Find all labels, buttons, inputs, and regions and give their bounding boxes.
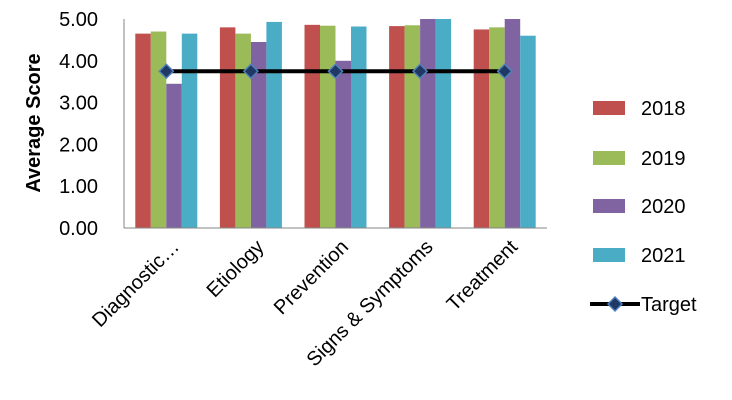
- bar-2021-4: [520, 35, 536, 228]
- bar-2020-2: [335, 60, 351, 228]
- legend-label: 2020: [641, 196, 686, 218]
- legend-label: 2019: [641, 148, 686, 170]
- bar-2019-3: [404, 25, 421, 228]
- legend-label: Target: [641, 294, 697, 316]
- x-tick-label: Treatment: [443, 236, 523, 316]
- target-marker: [242, 63, 259, 80]
- bar-2021-2: [351, 26, 367, 228]
- bar-2021-0: [181, 33, 198, 228]
- y-axis-tick-labels: 0.00 1.00 2.00 3.00 4.00 5.00: [59, 9, 98, 240]
- bar-2020-4: [504, 19, 521, 228]
- legend-swatch-2019: [593, 151, 625, 165]
- target-marker: [158, 63, 175, 80]
- legend-label: 2021: [641, 245, 686, 267]
- target-series: [158, 63, 513, 80]
- target-marker: [496, 63, 513, 80]
- y-tick-label: 2.00: [59, 134, 98, 156]
- legend-swatch-target-marker: [606, 295, 624, 313]
- x-tick-label: Prevention: [270, 236, 353, 319]
- bar-2021-1: [266, 21, 282, 229]
- bar-2019-4: [489, 27, 505, 228]
- bar-2019-1: [235, 33, 251, 228]
- bar-2018-2: [304, 24, 320, 228]
- legend: 2018 2019 2020 2021 Target: [590, 98, 697, 316]
- bar-2018-1: [219, 27, 236, 228]
- bar-2018-4: [473, 29, 490, 229]
- legend-swatch-2021: [593, 248, 625, 262]
- y-tick-label: 4.00: [59, 51, 98, 73]
- x-tick-label: Etiology: [203, 236, 269, 302]
- y-tick-label: 5.00: [59, 9, 98, 31]
- bar-2020-0: [166, 83, 182, 228]
- legend-swatch-2018: [593, 101, 625, 115]
- x-tick-label: Diagnostic…: [88, 236, 184, 332]
- bar-2018-3: [389, 26, 405, 228]
- y-tick-label: 0.00: [59, 218, 98, 240]
- bar-2019-0: [150, 31, 167, 228]
- y-tick-label: 3.00: [59, 93, 98, 115]
- bar-2021-3: [435, 19, 452, 228]
- bar-2018-0: [135, 33, 151, 228]
- target-marker: [412, 63, 429, 80]
- bars: [135, 19, 536, 229]
- target-marker: [327, 63, 344, 80]
- y-tick-label: 1.00: [59, 176, 98, 198]
- bar-2020-3: [420, 19, 436, 228]
- legend-label: 2018: [641, 98, 686, 120]
- legend-swatch-2020: [593, 199, 625, 213]
- bar-2020-1: [250, 41, 267, 228]
- bar-2019-2: [320, 25, 336, 228]
- y-axis-label: Average Score: [23, 53, 45, 192]
